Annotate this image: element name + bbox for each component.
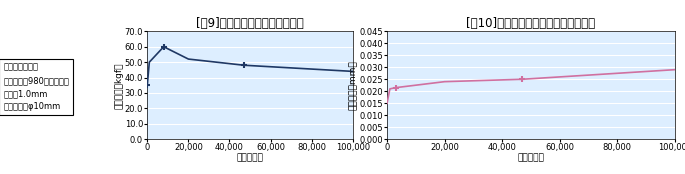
Title: [図10]打抜き数に伴うバリ高さの変化: [図10]打抜き数に伴うバリ高さの変化 (466, 17, 595, 30)
Title: [図9]逆テーパダイの摩擦力比較: [図9]逆テーパダイの摩擦力比較 (196, 17, 304, 30)
Y-axis label: 素込み力（kgf）: 素込み力（kgf） (114, 62, 123, 109)
Text: 【打抜き条件】
被加工材：980ハイテン材
板厚：1.0mm
パンチ径：φ10mm: 【打抜き条件】 被加工材：980ハイテン材 板厚：1.0mm パンチ径：φ10m… (3, 63, 69, 111)
X-axis label: ショット数: ショット数 (236, 154, 264, 163)
Y-axis label: バリ高さ（mm）: バリ高さ（mm） (349, 60, 358, 110)
X-axis label: ショット数: ショット数 (517, 154, 545, 163)
